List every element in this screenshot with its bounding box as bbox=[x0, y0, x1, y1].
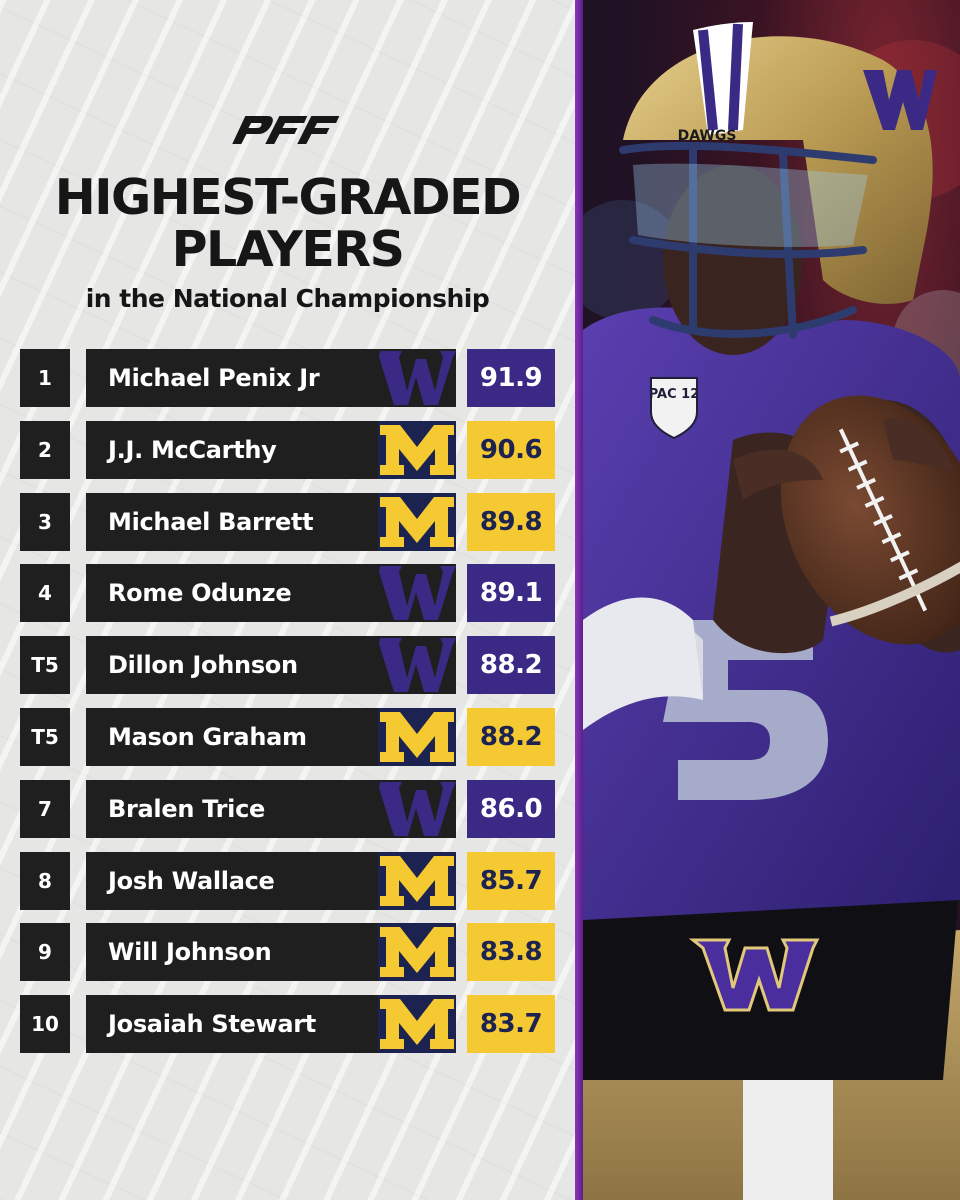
player-row: 7 Bralen Trice 86.0 bbox=[20, 779, 555, 838]
player-grade: 91.9 bbox=[467, 349, 555, 407]
player-rank: T5 bbox=[20, 708, 70, 766]
player-rank: 3 bbox=[20, 492, 70, 551]
player-grade: 90.6 bbox=[467, 420, 555, 479]
michigan-block-m-logo-icon bbox=[378, 851, 456, 910]
player-rank: 2 bbox=[20, 420, 70, 479]
player-row: T5 Mason Graham 88.2 bbox=[20, 708, 555, 766]
player-name: Michael Barrett bbox=[86, 492, 378, 551]
player-rank: 4 bbox=[20, 564, 70, 623]
title-line-2: PLAYERS bbox=[171, 221, 405, 278]
player-name: Will Johnson bbox=[86, 923, 378, 982]
purple-divider bbox=[575, 0, 583, 1200]
michigan-block-m-logo-icon bbox=[378, 420, 456, 479]
washington-w-logo-icon bbox=[378, 564, 456, 623]
player-name: Bralen Trice bbox=[86, 779, 378, 838]
washington-w-logo-icon bbox=[378, 779, 456, 838]
page-title: HIGHEST-GRADED PLAYERS bbox=[0, 172, 575, 276]
player-rank: 7 bbox=[20, 779, 70, 838]
player-row: 1 Michael Penix Jr 91.9 bbox=[20, 349, 555, 407]
player-rank: 8 bbox=[20, 851, 70, 910]
player-row: 8 Josh Wallace 85.7 bbox=[20, 851, 555, 910]
player-rank: 9 bbox=[20, 923, 70, 982]
player-grade: 88.2 bbox=[467, 636, 555, 695]
player-name: J.J. McCarthy bbox=[86, 420, 378, 479]
rankings-panel: HIGHEST-GRADED PLAYERS in the National C… bbox=[0, 0, 575, 1200]
player-rank: 1 bbox=[20, 349, 70, 407]
player-name: Dillon Johnson bbox=[86, 636, 378, 695]
player-row: T5 Dillon Johnson 88.2 bbox=[20, 636, 555, 695]
player-grade: 86.0 bbox=[467, 779, 555, 838]
player-rank: T5 bbox=[20, 636, 70, 695]
pff-logo bbox=[232, 114, 344, 146]
player-grade: 83.7 bbox=[467, 995, 555, 1054]
player-name: Rome Odunze bbox=[86, 564, 378, 623]
player-row: 4 Rome Odunze 89.1 bbox=[20, 564, 555, 623]
player-grade: 89.8 bbox=[467, 492, 555, 551]
washington-w-logo-icon bbox=[378, 636, 456, 695]
washington-w-logo-icon bbox=[378, 349, 456, 407]
helmet-text: DAWGS bbox=[678, 128, 737, 144]
player-name: Josaiah Stewart bbox=[86, 995, 378, 1054]
page-subtitle: in the National Championship bbox=[85, 284, 490, 313]
player-row: 9 Will Johnson 83.8 bbox=[20, 923, 555, 982]
player-grade: 89.1 bbox=[467, 564, 555, 623]
player-photo: PAC 12 bbox=[583, 0, 960, 1200]
player-name: Josh Wallace bbox=[86, 851, 378, 910]
title-line-1: HIGHEST-GRADED bbox=[54, 169, 522, 226]
michigan-block-m-logo-icon bbox=[378, 708, 456, 766]
player-name: Mason Graham bbox=[86, 708, 378, 766]
michigan-block-m-logo-icon bbox=[378, 995, 456, 1054]
pac12-patch-text: PAC 12 bbox=[649, 387, 700, 402]
player-row: 3 Michael Barrett 89.8 bbox=[20, 492, 555, 551]
player-grade: 83.8 bbox=[467, 923, 555, 982]
michigan-block-m-logo-icon bbox=[378, 923, 456, 982]
player-row: 2 J.J. McCarthy 90.6 bbox=[20, 420, 555, 479]
player-name: Michael Penix Jr bbox=[86, 349, 378, 407]
player-grade: 88.2 bbox=[467, 708, 555, 766]
player-rank: 10 bbox=[20, 995, 70, 1054]
player-grade: 85.7 bbox=[467, 851, 555, 910]
player-row: 10 Josaiah Stewart 83.7 bbox=[20, 995, 555, 1054]
michigan-block-m-logo-icon bbox=[378, 492, 456, 551]
